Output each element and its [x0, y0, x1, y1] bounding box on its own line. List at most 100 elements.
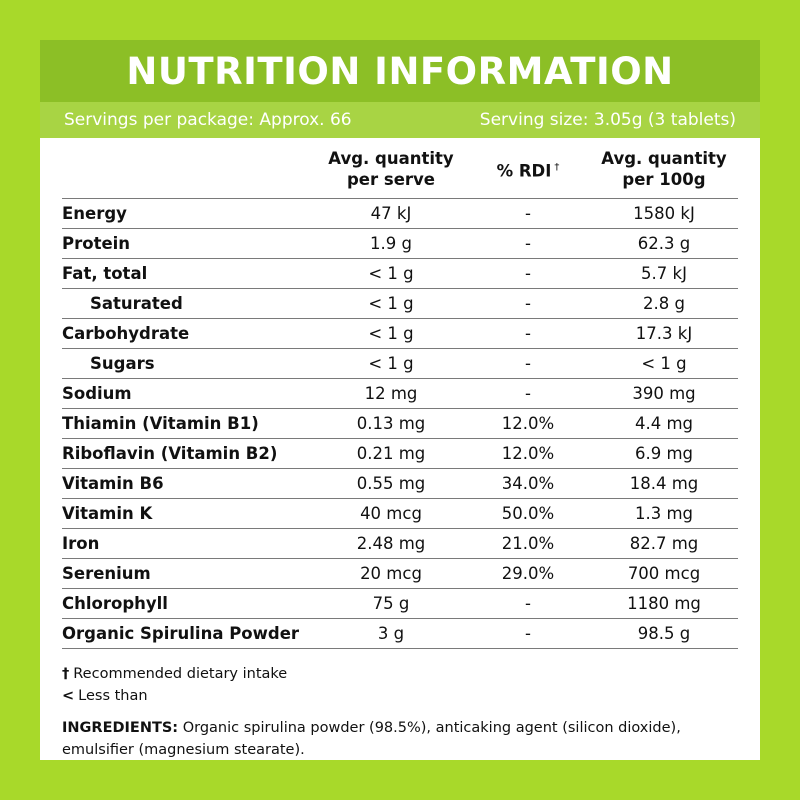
dagger-symbol: †	[62, 665, 70, 682]
nutrient-name: Sodium	[62, 377, 316, 408]
nutrient-name: Iron	[62, 527, 316, 558]
nutrient-name: Riboflavin (Vitamin B2)	[62, 437, 316, 468]
per-100g-value: 2.8 g	[590, 287, 738, 318]
nutrient-name: Organic Spirulina Powder	[62, 617, 316, 649]
footnote-less-than-text: Less than	[78, 687, 148, 704]
per-100g-value: 1580 kJ	[590, 197, 738, 228]
rdi-value: 50.0%	[466, 497, 590, 528]
table-row: Serenium 20 mcg 29.0% 700 mcg	[62, 557, 738, 588]
table-row: Thiamin (Vitamin B1) 0.13 mg 12.0% 4.4 m…	[62, 407, 738, 438]
per-100g-value: 700 mcg	[590, 557, 738, 588]
per-serve-value: < 1 g	[316, 317, 466, 348]
rdi-value: -	[466, 227, 590, 258]
rdi-value: 12.0%	[466, 407, 590, 438]
per-100g-value: 82.7 mg	[590, 527, 738, 558]
table-row: Sodium 12 mg - 390 mg	[62, 377, 738, 408]
per-serve-value: < 1 g	[316, 257, 466, 288]
page-title: NUTRITION INFORMATION	[126, 49, 674, 93]
per-serve-value: 0.13 mg	[316, 407, 466, 438]
per-serve-value: 20 mcg	[316, 557, 466, 588]
nutrient-name: Protein	[62, 227, 316, 258]
per-100g-value: 18.4 mg	[590, 467, 738, 498]
rdi-value: -	[466, 317, 590, 348]
footnote-rdi-text: Recommended dietary intake	[73, 665, 288, 682]
nutrient-name: Serenium	[62, 557, 316, 588]
table-row: Vitamin K 40 mcg 50.0% 1.3 mg	[62, 497, 738, 528]
per-100g-value: 17.3 kJ	[590, 317, 738, 348]
header-rdi: % RDI †	[466, 138, 590, 198]
per-100g-value: 5.7 kJ	[590, 257, 738, 288]
per-100g-value: 4.4 mg	[590, 407, 738, 438]
header-per-serve: Avg. quantity per serve	[316, 138, 466, 198]
per-serve-value: 2.48 mg	[316, 527, 466, 558]
ingredients: INGREDIENTS: Organic spirulina powder (9…	[40, 707, 760, 761]
rdi-value: 29.0%	[466, 557, 590, 588]
rdi-value: 34.0%	[466, 467, 590, 498]
rdi-value: -	[466, 287, 590, 318]
ingredients-label: INGREDIENTS:	[62, 719, 179, 736]
nutrient-name: Vitamin B6	[62, 467, 316, 498]
header-per-100g-line2: per 100g	[622, 169, 706, 189]
rdi-value: -	[466, 257, 590, 288]
nutrient-name: Energy	[62, 197, 316, 228]
footnotes: † Recommended dietary intake < Less than	[40, 649, 760, 707]
per-serve-value: < 1 g	[316, 287, 466, 318]
nutrient-name: Thiamin (Vitamin B1)	[62, 407, 316, 438]
nutrition-panel: NUTRITION INFORMATION Servings per packa…	[40, 40, 760, 760]
table-row: Carbohydrate < 1 g - 17.3 kJ	[62, 317, 738, 348]
footnote-rdi: † Recommended dietary intake	[62, 663, 738, 685]
rdi-value: -	[466, 587, 590, 618]
per-100g-value: 98.5 g	[590, 617, 738, 649]
rdi-value: 12.0%	[466, 437, 590, 468]
table-row: Iron 2.48 mg 21.0% 82.7 mg	[62, 527, 738, 558]
rdi-value: -	[466, 617, 590, 649]
nutrition-table: Avg. quantity per serve % RDI † Avg. quan…	[62, 138, 738, 649]
per-serve-value: 47 kJ	[316, 197, 466, 228]
per-serve-value: 12 mg	[316, 377, 466, 408]
per-serve-value: 40 mcg	[316, 497, 466, 528]
header-per-serve-line2: per serve	[347, 169, 435, 189]
per-serve-value: 0.55 mg	[316, 467, 466, 498]
header-rdi-label: % RDI	[496, 161, 552, 180]
table-row: Chlorophyll 75 g - 1180 mg	[62, 587, 738, 618]
per-serve-value: 0.21 mg	[316, 437, 466, 468]
per-100g-value: 6.9 mg	[590, 437, 738, 468]
table-row: Saturated < 1 g - 2.8 g	[62, 287, 738, 318]
per-100g-value: 1.3 mg	[590, 497, 738, 528]
per-serve-value: 3 g	[316, 617, 466, 649]
serving-band: Servings per package: Approx. 66 Serving…	[40, 102, 760, 138]
nutrient-name: Vitamin K	[62, 497, 316, 528]
header-per-100g: Avg. quantity per 100g	[590, 138, 738, 198]
table-row: Riboflavin (Vitamin B2) 0.21 mg 12.0% 6.…	[62, 437, 738, 468]
nutrient-name: Chlorophyll	[62, 587, 316, 618]
per-serve-value: < 1 g	[316, 347, 466, 378]
per-serve-value: 75 g	[316, 587, 466, 618]
table-row: Vitamin B6 0.55 mg 34.0% 18.4 mg	[62, 467, 738, 498]
per-100g-value: 62.3 g	[590, 227, 738, 258]
nutrient-name: Carbohydrate	[62, 317, 316, 348]
table-header-row: Avg. quantity per serve % RDI † Avg. quan…	[62, 138, 738, 198]
nutrient-name: Saturated	[62, 287, 316, 318]
table-row: Fat, total < 1 g - 5.7 kJ	[62, 257, 738, 288]
per-serve-value: 1.9 g	[316, 227, 466, 258]
per-100g-value: < 1 g	[590, 347, 738, 378]
rdi-value: -	[466, 197, 590, 228]
table-row: Sugars < 1 g - < 1 g	[62, 347, 738, 378]
table-row: Organic Spirulina Powder 3 g - 98.5 g	[62, 617, 738, 649]
header-rdi-dagger: †	[554, 161, 560, 173]
serving-size: Serving size: 3.05g (3 tablets)	[479, 110, 736, 130]
nutrient-name: Sugars	[62, 347, 316, 378]
header-per-serve-line1: Avg. quantity	[328, 148, 454, 168]
servings-per-package: Servings per package: Approx. 66	[64, 110, 352, 130]
title-band: NUTRITION INFORMATION	[40, 40, 760, 102]
rdi-value: 21.0%	[466, 527, 590, 558]
ingredients-text: Organic spirulina powder (98.5%), antica…	[62, 719, 681, 758]
rdi-value: -	[466, 377, 590, 408]
per-100g-value: 1180 mg	[590, 587, 738, 618]
table-row: Energy 47 kJ - 1580 kJ	[62, 197, 738, 228]
footnote-less-than: < Less than	[62, 685, 738, 707]
less-than-symbol: <	[62, 687, 75, 704]
rdi-value: -	[466, 347, 590, 378]
per-100g-value: 390 mg	[590, 377, 738, 408]
nutrient-name: Fat, total	[62, 257, 316, 288]
